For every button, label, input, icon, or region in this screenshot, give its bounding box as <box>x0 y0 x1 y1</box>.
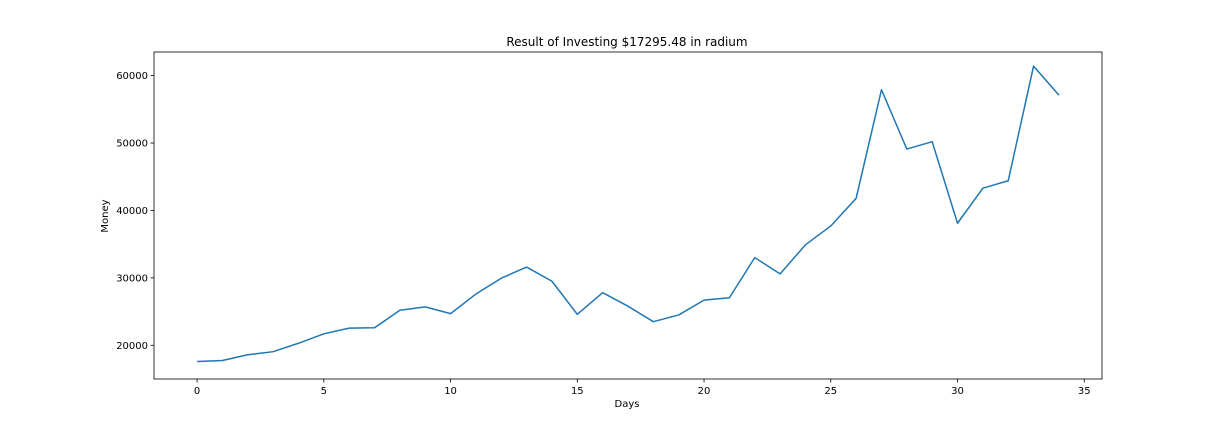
x-axis-label: Days <box>615 399 640 410</box>
x-tick-label: 35 <box>1078 386 1091 397</box>
y-tick-label: 60000 <box>116 71 148 82</box>
x-tick-label: 20 <box>698 386 711 397</box>
y-tick-label: 40000 <box>116 206 148 217</box>
series-line-0 <box>197 65 1060 363</box>
x-tick-label: 5 <box>321 386 327 397</box>
x-tick-label: 10 <box>444 386 457 397</box>
plot-frame <box>153 51 1103 380</box>
x-tick-label: 15 <box>571 386 584 397</box>
x-tick-label: 25 <box>824 386 837 397</box>
chart-title: Result of Investing $17295.48 in radium <box>506 35 747 49</box>
y-tick-label: 50000 <box>116 139 148 150</box>
y-tick-label: 30000 <box>116 273 148 284</box>
plot-area: 0 5 10 15 20 25 30 35 20000 30000 40000 50000 60000 <box>116 51 1103 397</box>
y-axis-label: Money <box>100 199 111 232</box>
y-tick-label: 20000 <box>116 341 148 352</box>
x-tick-label: 0 <box>194 386 200 397</box>
x-tick-label: 30 <box>951 386 964 397</box>
